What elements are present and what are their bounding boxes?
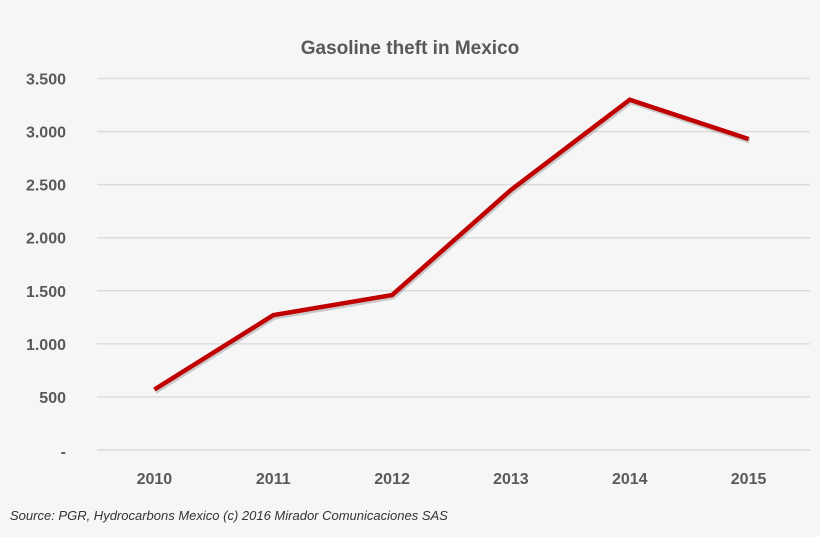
x-tick-label: 2011 xyxy=(256,471,291,488)
y-tick-label: 2.000 xyxy=(26,231,66,248)
y-tick-label: 3.000 xyxy=(26,125,66,142)
source-note: Source: PGR, Hydrocarbons Mexico (c) 201… xyxy=(10,508,448,523)
x-tick-label: 2012 xyxy=(374,471,410,488)
y-tick-label: - xyxy=(61,444,66,461)
y-tick-label: 1.500 xyxy=(26,284,66,301)
x-tick-label: 2015 xyxy=(731,471,767,488)
chart-title: Gasoline theft in Mexico xyxy=(300,38,520,59)
x-tick-label: 2014 xyxy=(612,471,648,488)
y-tick-label: 500 xyxy=(39,390,66,407)
x-tick-label: 2010 xyxy=(137,471,173,488)
y-tick-label: 2.500 xyxy=(26,178,66,195)
y-tick-label: 1.000 xyxy=(26,337,66,354)
x-tick-label: 2013 xyxy=(493,471,529,488)
y-tick-label: 3.500 xyxy=(26,72,66,89)
series-line-shadow xyxy=(154,98,751,394)
series-line xyxy=(153,97,750,392)
